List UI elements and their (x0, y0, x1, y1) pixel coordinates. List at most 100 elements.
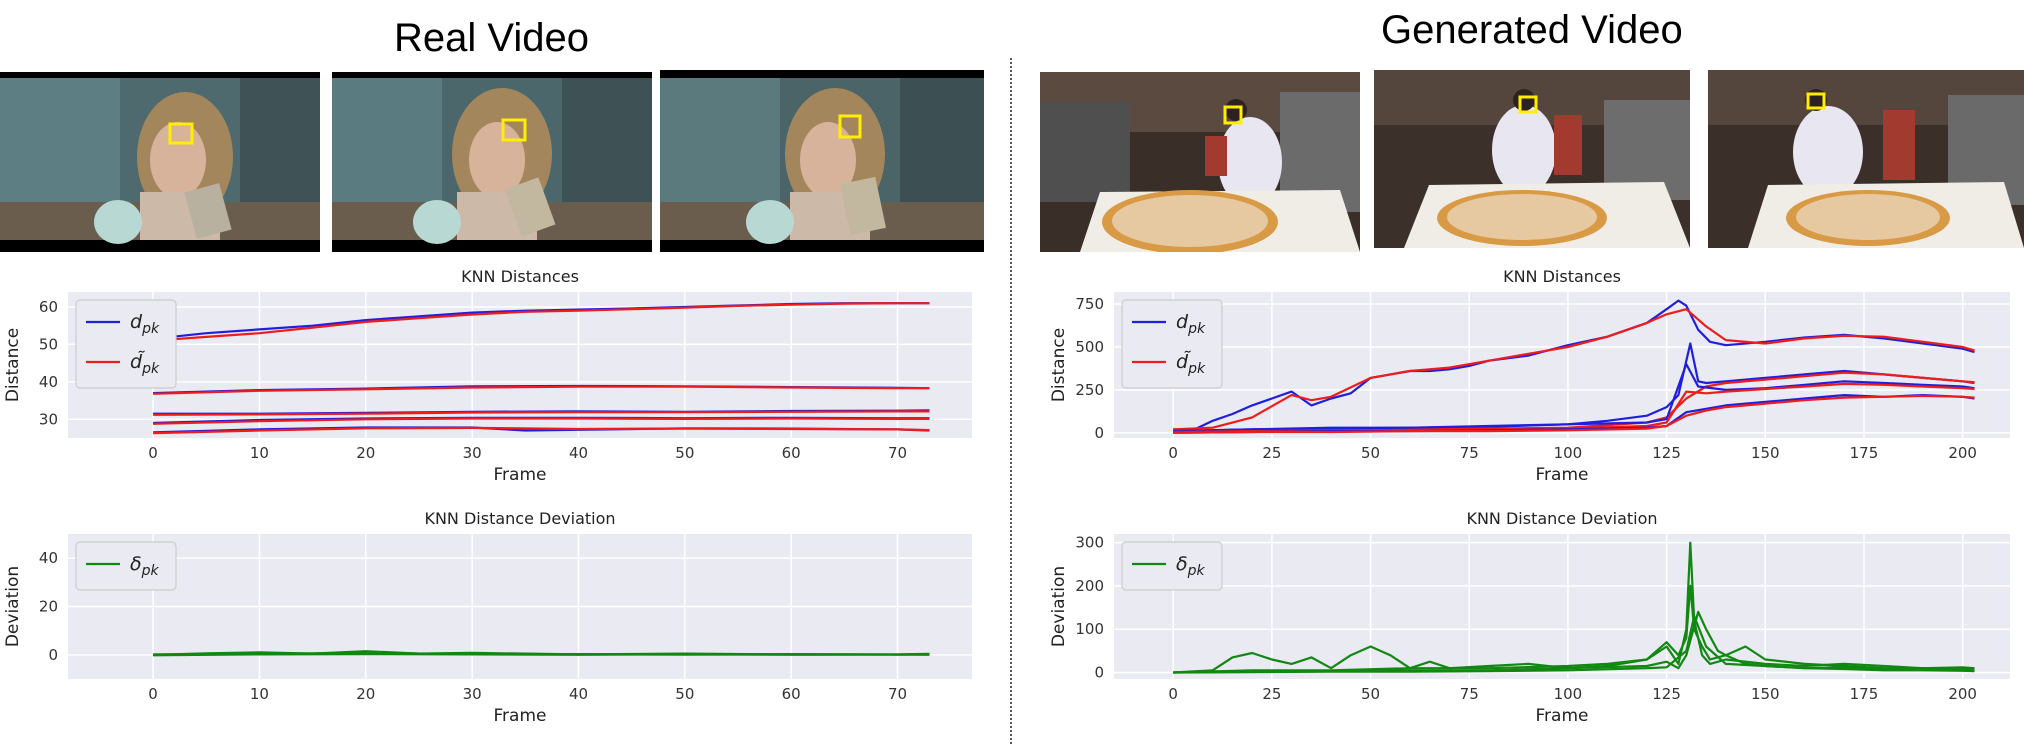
series-line-4 (1173, 363, 1975, 433)
series-line-1 (1173, 308, 1975, 431)
series-line-5 (153, 410, 930, 416)
legend: δpk (75, 541, 177, 591)
x-tick-label: 75 (1460, 444, 1479, 462)
chart-title: KNN Distances (461, 267, 579, 286)
x-tick-label: 125 (1652, 685, 1681, 703)
right-dist-chart: 0 25 50 75 100 125 150 175 200 0 250 500 750 KNN Dist… (1049, 267, 2010, 485)
series-line-9 (153, 426, 930, 435)
x-tick-label: 50 (1361, 685, 1380, 703)
x-tick-label: 200 (1948, 444, 1977, 462)
x-tick-label: 0 (1168, 685, 1178, 703)
x-tick-label: 0 (148, 685, 158, 703)
legend: δpk (1121, 541, 1223, 591)
series-line-2 (1173, 610, 1975, 674)
y-axis-label: Distance (3, 328, 23, 402)
x-tick-label: 30 (463, 444, 482, 462)
series-line-3 (1173, 615, 1975, 674)
legend-label: d̃pk (1176, 351, 1206, 377)
y-tick-label: 40 (39, 549, 58, 567)
series-line-2 (153, 652, 930, 657)
legend-label: d̃pk (130, 351, 160, 377)
legend: dpk d̃pk (1121, 299, 1223, 389)
x-tick-label: 70 (888, 444, 907, 462)
x-tick-label: 75 (1460, 685, 1479, 703)
y-tick-label: 200 (1075, 577, 1104, 595)
left-dist-chart: 0 10 20 30 40 50 60 70 30 40 50 60 KNN Distances Fram… (3, 267, 972, 485)
x-axis-label: Frame (1536, 465, 1589, 485)
legend-label: dpk (130, 311, 160, 337)
y-axis-label: Deviation (3, 566, 23, 647)
legend-box (75, 299, 177, 389)
plot-area (1114, 292, 2010, 438)
real-video-frame-3 (660, 70, 984, 252)
x-tick-label: 60 (782, 444, 801, 462)
left-dev-chart: 0 10 20 30 40 50 60 70 0 20 40 KNN Distance Deviati… (3, 509, 972, 726)
x-tick-label: 200 (1948, 685, 1977, 703)
y-tick-label: 250 (1075, 381, 1104, 399)
plot-area (68, 292, 972, 438)
real-video-frame-2 (332, 72, 652, 252)
x-tick-label: 125 (1652, 444, 1681, 462)
x-tick-label: 25 (1262, 685, 1281, 703)
x-tick-label: 0 (148, 444, 158, 462)
x-tick-label: 175 (1850, 444, 1879, 462)
generated-video-title: Generated Video (1381, 8, 1683, 52)
panel-divider (1010, 58, 1012, 744)
legend-box (1121, 299, 1223, 389)
x-axis-label: Frame (1536, 706, 1589, 726)
x-tick-label: 50 (675, 685, 694, 703)
chart-title: KNN Distance Deviation (424, 509, 615, 528)
y-axis-label: Deviation (1049, 566, 1069, 647)
x-tick-label: 10 (250, 444, 269, 462)
y-tick-label: 50 (39, 335, 58, 353)
y-tick-label: 0 (1094, 664, 1104, 682)
x-tick-label: 175 (1850, 685, 1879, 703)
chart-title: KNN Distance Deviation (1466, 509, 1657, 528)
x-tick-label: 25 (1262, 444, 1281, 462)
series-line-1 (153, 302, 930, 342)
series-line-3 (153, 385, 930, 395)
y-tick-label: 300 (1075, 534, 1104, 552)
series-line-1 (1173, 584, 1975, 674)
y-tick-label: 0 (1094, 424, 1104, 442)
y-tick-label: 20 (39, 598, 58, 616)
legend-label: dpk (1176, 311, 1206, 337)
legend-box (1121, 541, 1223, 591)
y-tick-label: 0 (48, 646, 58, 664)
x-tick-label: 50 (1361, 444, 1380, 462)
generated-video-frame-2 (1374, 70, 1690, 248)
x-tick-label: 150 (1751, 444, 1780, 462)
x-tick-label: 50 (675, 444, 694, 462)
y-tick-label: 500 (1075, 338, 1104, 356)
legend: dpk d̃pk (75, 299, 177, 389)
x-axis-label: Frame (494, 706, 547, 726)
real-video-title: Real Video (394, 16, 589, 60)
y-tick-label: 30 (39, 410, 58, 428)
x-tick-label: 10 (250, 685, 269, 703)
generated-video-frame-3 (1708, 70, 2024, 248)
y-tick-label: 60 (39, 298, 58, 316)
x-tick-label: 60 (782, 685, 801, 703)
x-tick-label: 20 (356, 685, 375, 703)
legend-label: δpk (1176, 553, 1206, 579)
x-axis-label: Frame (494, 465, 547, 485)
series-line-7 (153, 417, 930, 425)
x-tick-label: 0 (1168, 444, 1178, 462)
right-dev-chart: 0 25 50 75 100 125 150 175 200 0 100 200 300 KNN Dist… (1049, 509, 2010, 726)
plot-area (1114, 534, 2010, 679)
legend-label: δpk (130, 553, 160, 579)
x-tick-label: 40 (569, 444, 588, 462)
y-tick-label: 40 (39, 373, 58, 391)
x-tick-label: 70 (888, 685, 907, 703)
y-tick-label: 100 (1075, 620, 1104, 638)
real-video-frame-1 (0, 72, 320, 252)
x-tick-label: 100 (1554, 685, 1583, 703)
legend-box (75, 541, 177, 591)
x-tick-label: 30 (463, 685, 482, 703)
y-axis-label: Distance (1049, 328, 1069, 402)
x-tick-label: 100 (1554, 444, 1583, 462)
generated-video-frame-1 (1040, 72, 1360, 252)
chart-title: KNN Distances (1503, 267, 1621, 286)
y-tick-label: 750 (1075, 295, 1104, 313)
